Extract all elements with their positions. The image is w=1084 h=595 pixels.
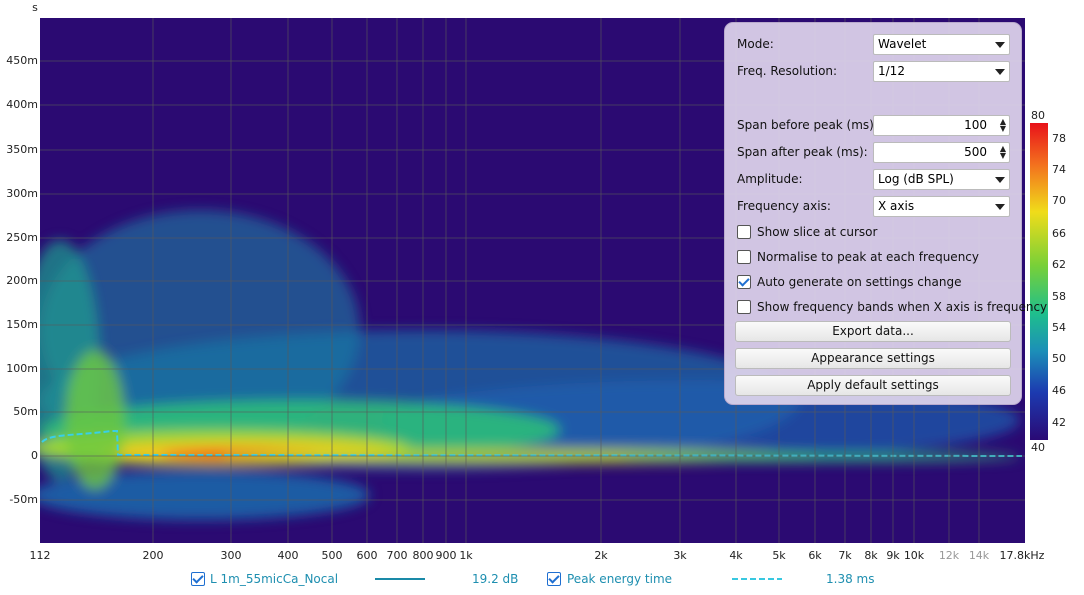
colorbar-label: 58 xyxy=(1052,290,1066,303)
checkbox-label: Auto generate on settings change xyxy=(757,275,962,289)
x-tick-label: 12k xyxy=(939,549,960,562)
x-tick-label: 14k xyxy=(969,549,990,562)
settings-panel: Mode: Wavelet Freq. Resolution: 1/12 Span be… xyxy=(724,22,1047,405)
x-tick-label: 4k xyxy=(729,549,743,562)
x-tick-label: 112 xyxy=(30,549,51,562)
colorbar-label: 50 xyxy=(1052,352,1066,365)
checkbox-label: Show slice at cursor xyxy=(757,225,878,239)
field-label: Frequency axis: xyxy=(737,199,831,213)
x-tick-label: 9k xyxy=(886,549,900,562)
dropdown-arrow xyxy=(995,204,1005,210)
x-tick-label: 7k xyxy=(838,549,852,562)
colorbar-label: 66 xyxy=(1052,227,1066,240)
button[interactable]: Appearance settings xyxy=(735,348,1011,369)
checkbox[interactable] xyxy=(737,300,751,314)
dropdown-arrow xyxy=(995,42,1005,48)
y-tick-label: 150m xyxy=(6,318,38,331)
checkbox[interactable] xyxy=(737,275,751,289)
legend-name: L 1m_55micCa_Nocal xyxy=(210,572,339,586)
x-tick-label: 200 xyxy=(143,549,164,562)
legend-checkbox[interactable] xyxy=(547,572,561,586)
x-tick-label: 600 xyxy=(357,549,378,562)
legend-checkbox[interactable] xyxy=(191,572,205,586)
x-tick-label: 800 xyxy=(413,549,434,562)
x-tick-label: 2k xyxy=(594,549,608,562)
y-tick-label: 450m xyxy=(6,54,38,67)
dropdown[interactable]: X axis xyxy=(873,196,1010,217)
y-tick-label: 0 xyxy=(31,449,38,462)
checkbox-label: Normalise to peak at each frequency xyxy=(757,250,979,264)
colorbar-label: 70 xyxy=(1052,194,1066,207)
x-tick-label: 1k xyxy=(459,549,473,562)
field-label: Span after peak (ms): xyxy=(737,145,868,159)
colorbar-label: 78 xyxy=(1052,132,1066,145)
button[interactable]: Apply default settings xyxy=(735,375,1011,396)
colorbar-label: 74 xyxy=(1052,163,1066,176)
checkbox[interactable] xyxy=(737,225,751,239)
checkbox[interactable] xyxy=(737,250,751,264)
spin-arrows: ▲ ▼ xyxy=(999,117,1006,133)
x-tick-label: 500 xyxy=(322,549,343,562)
x-tick-label: 3k xyxy=(673,549,687,562)
y-tick-label: 300m xyxy=(6,187,38,200)
spin-box[interactable]: 100 ▲ ▼ xyxy=(873,115,1010,136)
checkbox-label: Show frequency bands when X axis is freq… xyxy=(757,300,1048,314)
colorbar-label: 80 xyxy=(1031,109,1045,122)
legend-name: Peak energy time xyxy=(567,572,673,586)
y-tick-label: -50m xyxy=(9,493,38,506)
dropdown-arrow xyxy=(995,69,1005,75)
x-tick-label: 17.8kHz xyxy=(1000,549,1045,562)
x-tick-label: 900 xyxy=(436,549,457,562)
x-tick-label: 8k xyxy=(864,549,878,562)
field-label: Amplitude: xyxy=(737,172,803,186)
spin-arrows: ▲ ▼ xyxy=(999,144,1006,160)
dropdown[interactable]: 1/12 xyxy=(873,61,1010,82)
colorbar-label: 62 xyxy=(1052,258,1066,271)
colorbar-label: 54 xyxy=(1052,321,1066,334)
button[interactable]: Export data... xyxy=(735,321,1011,342)
y-axis-unit: s xyxy=(32,1,38,14)
peak-energy-time-line xyxy=(41,430,1023,457)
y-tick-label: 400m xyxy=(6,98,38,111)
x-tick-label: 5k xyxy=(772,549,786,562)
x-tick-label: 700 xyxy=(387,549,408,562)
dropdown[interactable]: Log (dB SPL) xyxy=(873,169,1010,190)
x-tick-label: 6k xyxy=(808,549,822,562)
field-label: Mode: xyxy=(737,37,774,51)
legend-value: 19.2 dB xyxy=(472,572,519,586)
spin-box[interactable]: 500 ▲ ▼ xyxy=(873,142,1010,163)
x-tick-label: 400 xyxy=(278,549,299,562)
y-tick-label: 350m xyxy=(6,143,38,156)
colorbar-label: 40 xyxy=(1031,441,1045,454)
y-tick-label: 100m xyxy=(6,362,38,375)
legend-value: 1.38 ms xyxy=(826,572,875,586)
colorbar-label: 42 xyxy=(1052,416,1066,429)
y-tick-label: 250m xyxy=(6,231,38,244)
colorbar-label: 46 xyxy=(1052,384,1066,397)
colorbar xyxy=(1030,123,1048,440)
x-tick-label: 300 xyxy=(221,549,242,562)
field-label: Freq. Resolution: xyxy=(737,64,838,78)
y-tick-label: 50m xyxy=(13,405,38,418)
x-tick-label: 10k xyxy=(904,549,925,562)
y-tick-label: 200m xyxy=(6,274,38,287)
field-label: Span before peak (ms): xyxy=(737,118,878,132)
dropdown-arrow xyxy=(995,177,1005,183)
dropdown[interactable]: Wavelet xyxy=(873,34,1010,55)
